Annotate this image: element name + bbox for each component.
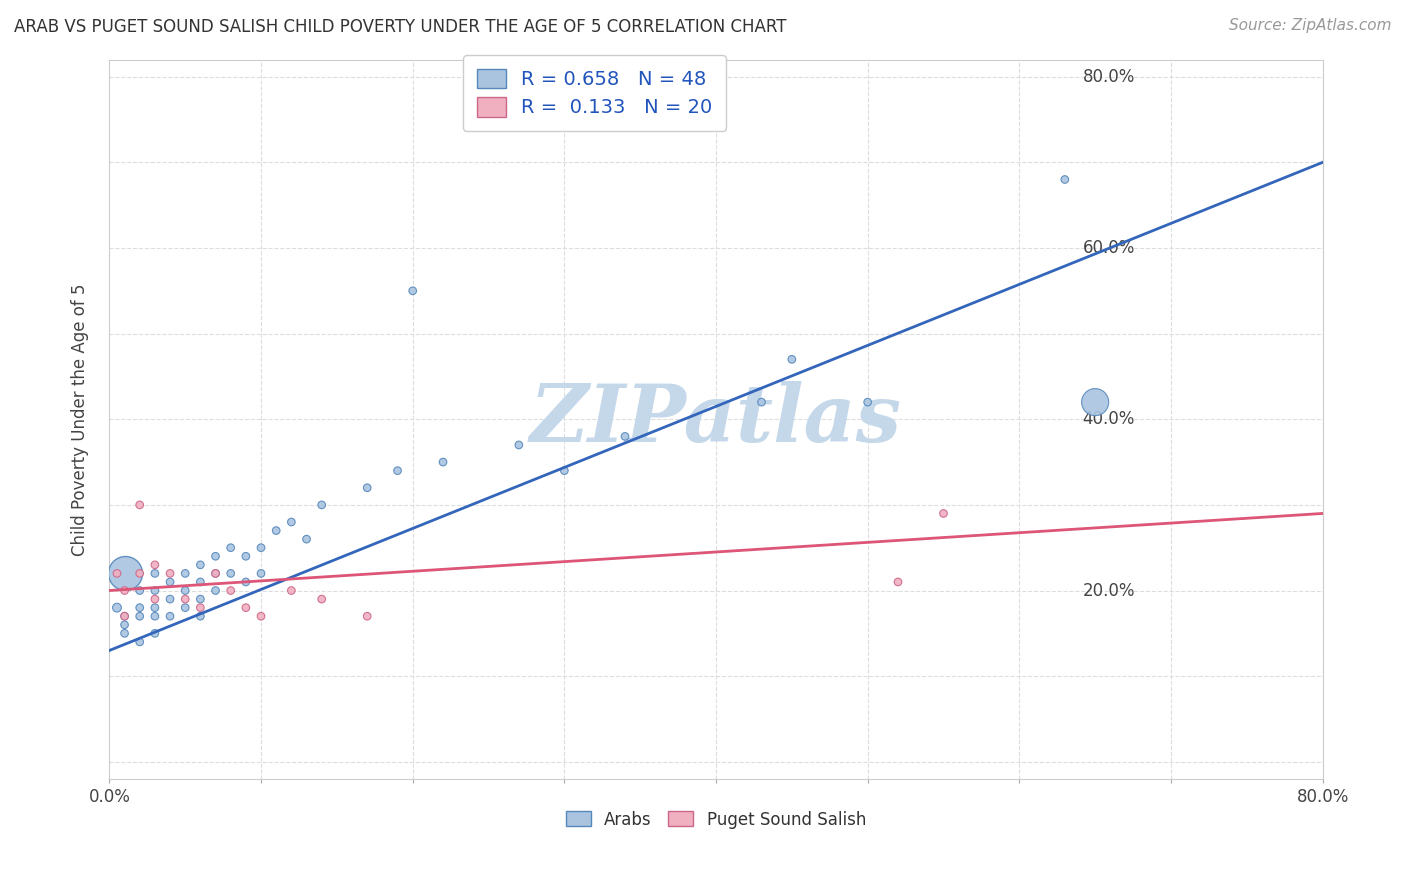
Point — [235, 600, 257, 615]
Point — [114, 609, 136, 624]
Point — [114, 583, 136, 598]
Point — [402, 284, 425, 298]
Point — [250, 566, 273, 581]
Point — [614, 429, 637, 443]
Point — [114, 566, 136, 581]
Point — [159, 566, 181, 581]
Point — [105, 566, 128, 581]
Point — [174, 592, 197, 607]
Text: 20.0%: 20.0% — [1083, 582, 1135, 599]
Point — [204, 549, 226, 564]
Point — [219, 566, 242, 581]
Point — [280, 515, 302, 529]
Point — [856, 395, 879, 409]
Point — [128, 498, 150, 512]
Point — [204, 566, 226, 581]
Point — [250, 541, 273, 555]
Point — [159, 609, 181, 624]
Point — [356, 609, 378, 624]
Point — [780, 352, 803, 367]
Point — [128, 635, 150, 649]
Point — [235, 549, 257, 564]
Point — [143, 566, 166, 581]
Point — [174, 566, 197, 581]
Point — [143, 583, 166, 598]
Text: 60.0%: 60.0% — [1083, 239, 1135, 257]
Point — [128, 609, 150, 624]
Point — [887, 574, 910, 589]
Y-axis label: Child Poverty Under the Age of 5: Child Poverty Under the Age of 5 — [72, 283, 89, 556]
Point — [1084, 395, 1107, 409]
Point — [219, 583, 242, 598]
Point — [114, 609, 136, 624]
Text: ZIPatlas: ZIPatlas — [530, 381, 903, 458]
Point — [114, 626, 136, 640]
Point — [143, 592, 166, 607]
Point — [190, 558, 212, 572]
Text: 40.0%: 40.0% — [1083, 410, 1135, 428]
Point — [751, 395, 773, 409]
Point — [264, 524, 287, 538]
Point — [105, 600, 128, 615]
Text: Source: ZipAtlas.com: Source: ZipAtlas.com — [1229, 18, 1392, 33]
Point — [174, 583, 197, 598]
Point — [128, 600, 150, 615]
Point — [280, 583, 302, 598]
Point — [204, 583, 226, 598]
Point — [128, 566, 150, 581]
Point — [1053, 172, 1076, 186]
Point — [311, 498, 333, 512]
Point — [190, 592, 212, 607]
Text: ARAB VS PUGET SOUND SALISH CHILD POVERTY UNDER THE AGE OF 5 CORRELATION CHART: ARAB VS PUGET SOUND SALISH CHILD POVERTY… — [14, 18, 786, 36]
Point — [204, 566, 226, 581]
Point — [174, 600, 197, 615]
Point — [159, 592, 181, 607]
Point — [932, 507, 955, 521]
Point — [190, 574, 212, 589]
Point — [235, 574, 257, 589]
Point — [219, 541, 242, 555]
Point — [387, 464, 409, 478]
Point — [508, 438, 530, 452]
Legend: Arabs, Puget Sound Salish: Arabs, Puget Sound Salish — [560, 804, 873, 835]
Point — [295, 532, 318, 546]
Point — [250, 609, 273, 624]
Text: 80.0%: 80.0% — [1083, 68, 1135, 86]
Point — [190, 600, 212, 615]
Point — [128, 583, 150, 598]
Point — [143, 626, 166, 640]
Point — [143, 600, 166, 615]
Point — [114, 617, 136, 632]
Point — [356, 481, 378, 495]
Point — [432, 455, 454, 469]
Point — [311, 592, 333, 607]
Point — [190, 609, 212, 624]
Point — [143, 558, 166, 572]
Point — [553, 464, 575, 478]
Point — [159, 574, 181, 589]
Point — [143, 609, 166, 624]
